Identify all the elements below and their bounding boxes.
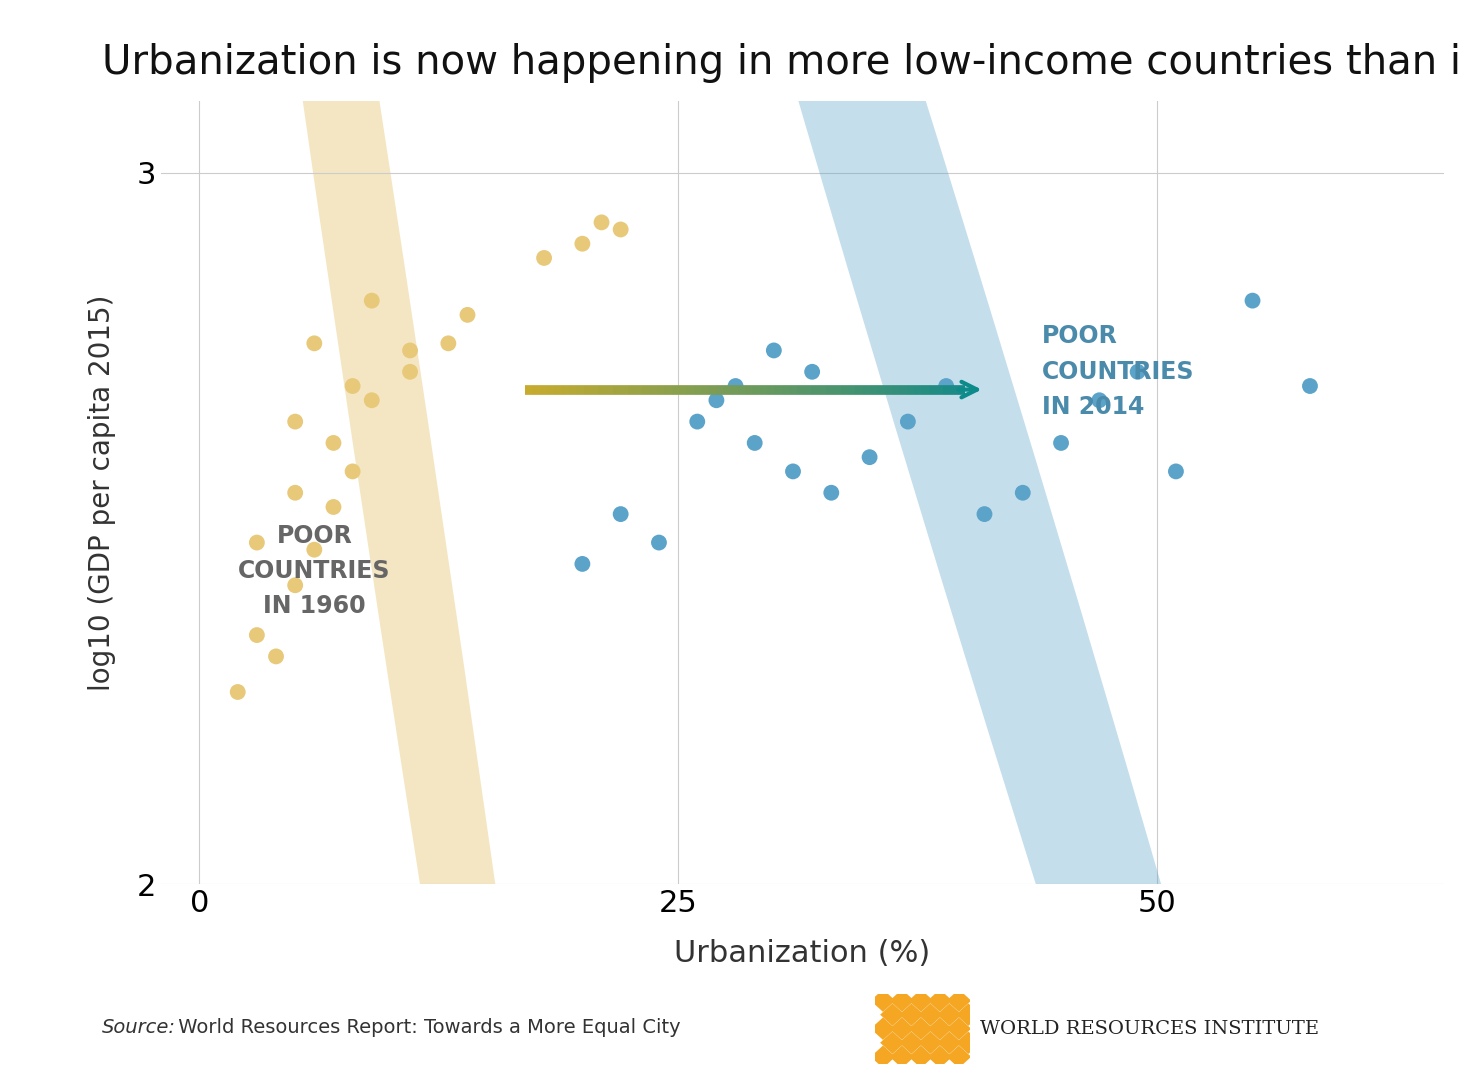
Point [570,555,594,572]
Point [302,541,325,558]
Polygon shape [899,1031,924,1054]
Polygon shape [909,1017,934,1040]
Polygon shape [928,989,953,1012]
Point [705,392,728,409]
Point [648,534,671,551]
X-axis label: Urbanization (%): Urbanization (%) [674,939,931,968]
Point [283,577,306,594]
Point [801,363,824,380]
Polygon shape [947,1045,972,1068]
Point [686,413,709,430]
Point [724,377,747,394]
Point [283,413,306,430]
Point [226,684,249,701]
Point [264,648,287,665]
Point [283,484,306,501]
Ellipse shape [146,0,636,1080]
Point [1164,462,1188,480]
Polygon shape [909,989,934,1012]
Polygon shape [937,1031,961,1054]
Text: WORLD RESOURCES INSTITUTE: WORLD RESOURCES INSTITUTE [980,1021,1319,1038]
Point [570,235,594,253]
Point [743,434,766,451]
Text: World Resources Report: Towards a More Equal City: World Resources Report: Towards a More E… [172,1017,681,1037]
Polygon shape [918,1003,943,1026]
Polygon shape [890,1045,915,1068]
Point [1240,292,1263,309]
Point [1049,434,1072,451]
Polygon shape [937,1003,961,1026]
Text: Source:: Source: [102,1017,177,1037]
Text: Urbanization is now happening in more low-income countries than in the past: Urbanization is now happening in more lo… [102,43,1459,83]
Polygon shape [956,1031,980,1054]
Point [322,498,346,515]
Point [762,341,785,359]
Point [360,392,384,409]
Polygon shape [890,1017,915,1040]
Polygon shape [880,1003,905,1026]
Polygon shape [871,1017,896,1040]
Point [1126,363,1150,380]
Point [608,505,632,523]
Polygon shape [871,989,896,1012]
Text: POOR
COUNTRIES
IN 2014: POOR COUNTRIES IN 2014 [1042,324,1195,419]
Point [608,220,632,238]
Point [973,505,996,523]
Point [533,249,556,267]
Point [398,341,422,359]
Point [322,434,346,451]
Point [302,335,325,352]
Point [360,292,384,309]
Polygon shape [918,1031,943,1054]
Point [341,377,365,394]
Point [1011,484,1034,501]
Point [820,484,843,501]
Point [782,462,805,480]
Text: POOR
COUNTRIES
IN 1960: POOR COUNTRIES IN 1960 [238,524,391,619]
Point [896,413,919,430]
Polygon shape [899,1003,924,1026]
Point [589,214,613,231]
Point [398,363,422,380]
Polygon shape [880,1031,905,1054]
Point [1299,377,1322,394]
Polygon shape [890,989,915,1012]
Point [245,626,268,644]
Point [455,307,479,324]
Point [341,462,365,480]
Point [436,335,460,352]
Point [1087,392,1110,409]
Polygon shape [928,1045,953,1068]
Point [245,534,268,551]
Polygon shape [947,1017,972,1040]
Polygon shape [871,1045,896,1068]
Ellipse shape [489,0,1441,1080]
Polygon shape [947,989,972,1012]
Polygon shape [909,1045,934,1068]
Polygon shape [956,1003,980,1026]
Y-axis label: log10 (GDP per capita 2015): log10 (GDP per capita 2015) [88,295,115,691]
Polygon shape [928,1017,953,1040]
Point [858,448,881,465]
Point [935,377,959,394]
